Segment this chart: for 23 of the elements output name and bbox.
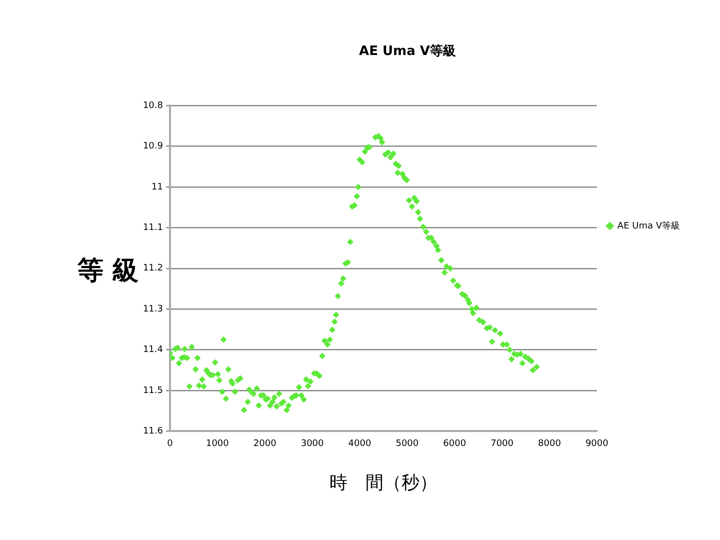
x-tick-label: 4000 [348, 438, 372, 449]
y-tick-label: 11.2 [142, 264, 163, 274]
y-tick-label: 10.9 [142, 142, 164, 152]
x-axis-title: 時 間（秒） [329, 472, 438, 494]
x-tick-label: 7000 [490, 438, 514, 449]
chart-title: AE Uma V等級 [359, 44, 457, 60]
x-tick-label: 5000 [396, 438, 419, 449]
x-tick-label: 6000 [443, 438, 466, 449]
x-tick-label: 1000 [206, 438, 230, 449]
y-tick-label: 11.1 [142, 223, 163, 234]
y-tick-label: 11.4 [142, 345, 164, 356]
y-tick-label: 11.6 [142, 426, 164, 437]
y-axis-title: 等 級 [76, 256, 139, 286]
x-tick-label: 2000 [253, 438, 277, 449]
x-tick-label: 9000 [585, 438, 609, 449]
y-tick-label: 11.5 [142, 386, 163, 396]
x-tick-label: 8000 [538, 438, 562, 449]
y-tick-label: 11.3 [142, 304, 163, 314]
legend-label: AE Uma V等級 [617, 220, 680, 232]
x-tick-label: 3000 [300, 438, 324, 449]
y-tick-label: 11 [152, 182, 163, 192]
y-tick-label: 10.8 [142, 100, 164, 111]
x-tick-label: 0 [167, 438, 174, 449]
